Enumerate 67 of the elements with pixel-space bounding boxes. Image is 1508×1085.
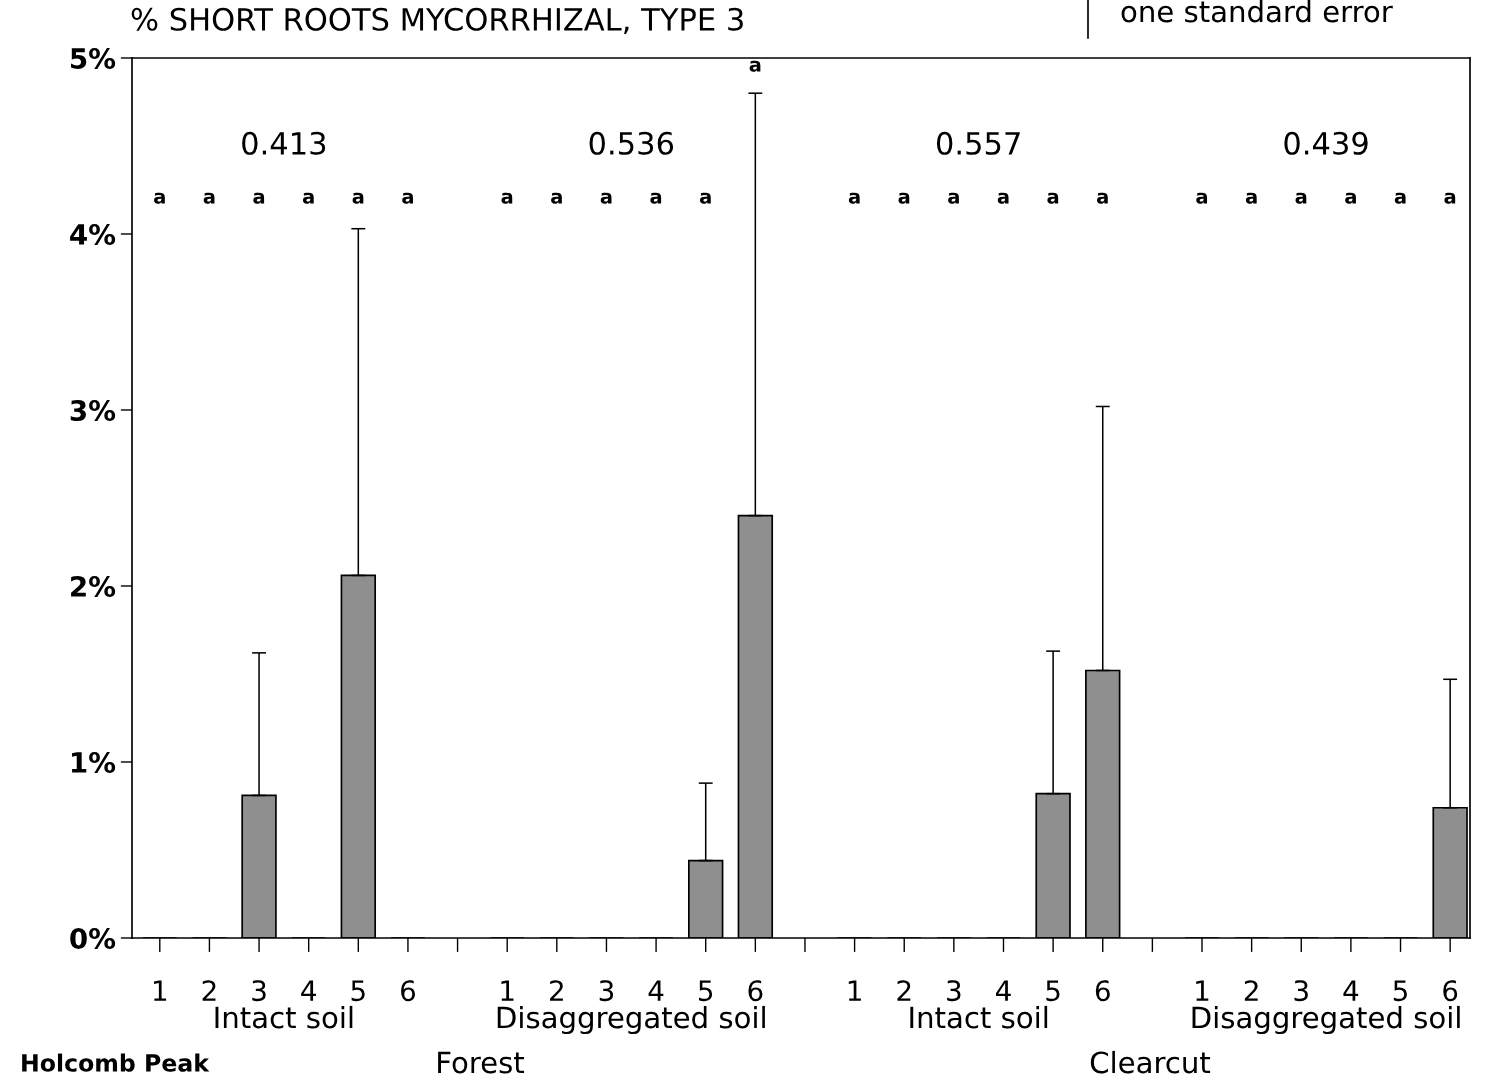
x-tick-label: 4: [648, 980, 664, 1001]
y-tick-label: 2%: [71, 575, 116, 597]
annotation: a: [551, 192, 562, 204]
x-tick-label: 2: [202, 980, 216, 1001]
annotation: a: [948, 192, 959, 204]
annotation: a: [302, 192, 314, 204]
annotation: a: [1394, 192, 1406, 204]
annotation: a: [402, 192, 413, 204]
x-tick-label: 4: [301, 980, 316, 1001]
y-tick-label: 0%: [70, 927, 116, 949]
x-tick-label: 1: [501, 980, 514, 1001]
annotation: a: [1196, 192, 1208, 204]
x-tick-label: 2: [897, 980, 911, 1001]
text: Disaggregated soil: [497, 1005, 765, 1035]
x-tick-label: 1: [848, 980, 861, 1001]
x-tick-label: 2: [1244, 980, 1258, 1001]
y-tick-label: 5%: [71, 47, 116, 69]
x-tick-label: 3: [947, 980, 961, 1002]
x-tick-label: 2: [550, 980, 563, 1001]
y-tick-label: 1%: [72, 751, 116, 773]
text: Intact soil: [215, 1005, 353, 1029]
annotation: a: [1345, 192, 1356, 204]
text: Disaggregated soil: [1192, 1005, 1460, 1035]
x-tick-label: 6: [748, 980, 763, 1002]
x-tick-label: 5: [699, 980, 713, 1002]
annotation: a: [699, 192, 711, 204]
annotation: a: [749, 60, 761, 72]
annotation: a: [1245, 192, 1257, 204]
x-tick-label: 5: [351, 980, 365, 1002]
x-tick-label: 4: [1343, 980, 1359, 1001]
chart-title: % SHORT ROOTS MYCORRHIZAL, TYPE 3: [131, 7, 743, 34]
annotation: a: [650, 192, 662, 204]
annotation: a: [1295, 192, 1307, 204]
x-tick-label: 6: [401, 980, 416, 1002]
x-tick-label: 5: [1393, 980, 1407, 1002]
text: one standard error: [1121, 0, 1393, 23]
text: Holcomb Peak: [22, 1053, 210, 1072]
x-tick-label: 6: [1443, 980, 1458, 1002]
y-tick-label: 4%: [70, 223, 116, 245]
x-tick-label: 5: [1046, 980, 1060, 1002]
annotation: a: [848, 192, 860, 204]
annotation: a: [203, 192, 215, 204]
annotation: 0.536: [589, 131, 674, 155]
annotation: a: [1097, 192, 1108, 204]
x-tick-label: 1: [154, 980, 167, 1001]
annotation: a: [600, 192, 612, 204]
x-tick-label: 3: [1294, 980, 1308, 1002]
x-tick-label: 3: [599, 980, 614, 1002]
x-tick-label: 3: [252, 980, 266, 1002]
y-tick-label: 3%: [70, 399, 116, 421]
annotation: 0.557: [936, 131, 1020, 155]
x-tick-label: 1: [1196, 980, 1209, 1001]
x-tick-label: 4: [996, 980, 1011, 1001]
annotation: a: [352, 192, 364, 204]
annotation: a: [997, 192, 1009, 204]
text: Clearcut: [1090, 1050, 1211, 1074]
annotation: a: [1047, 192, 1059, 204]
annotation: 0.439: [1284, 131, 1368, 155]
annotation: 0.413: [242, 131, 326, 155]
x-tick-label: 6: [1095, 980, 1110, 1002]
annotation: a: [1444, 192, 1456, 204]
annotation: a: [898, 192, 910, 204]
annotation: a: [154, 192, 165, 204]
text: Intact soil: [910, 1005, 1048, 1029]
annotation: a: [501, 192, 513, 204]
text: Forest: [438, 1051, 525, 1074]
annotation: a: [253, 192, 265, 204]
